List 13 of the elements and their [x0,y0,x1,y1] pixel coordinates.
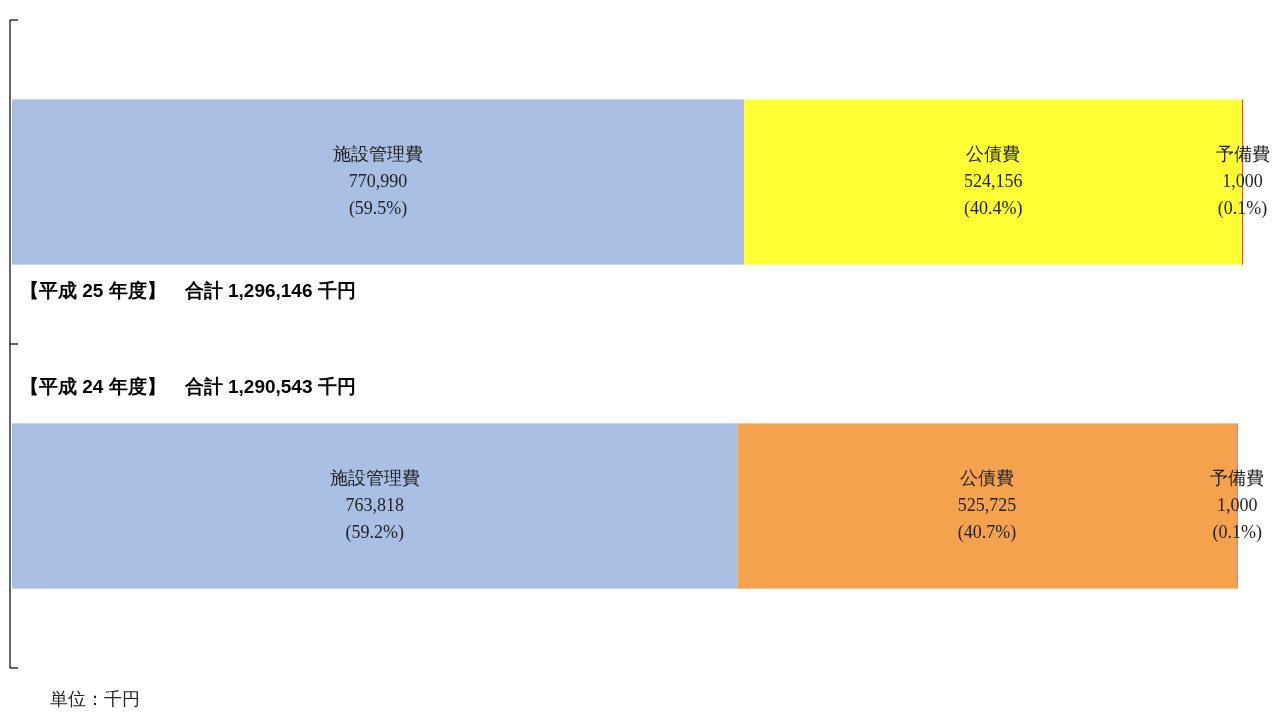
text: 施設管理費 [329,468,420,488]
data-label: 525,725 (40.7%) [957,495,1017,543]
data-label: 770,990 (59.5%) [348,171,408,219]
annotation: 【平成 24 年度】 合計 1,290,543 千円 [20,376,356,398]
series-label: 施設管理費 [333,144,424,164]
annotation: 【平成 25 年度】 合計 1,296,146 千円 [20,279,356,301]
bar [12,423,738,589]
bar [12,99,745,265]
text: 単位：千円 [50,689,140,709]
text: 公債費 [960,468,1015,488]
series-label: 公債費 [966,144,1021,164]
data-label: 763,818 (59.2%) [345,495,404,543]
data-label: 524,156 (40.4%) [963,171,1023,219]
